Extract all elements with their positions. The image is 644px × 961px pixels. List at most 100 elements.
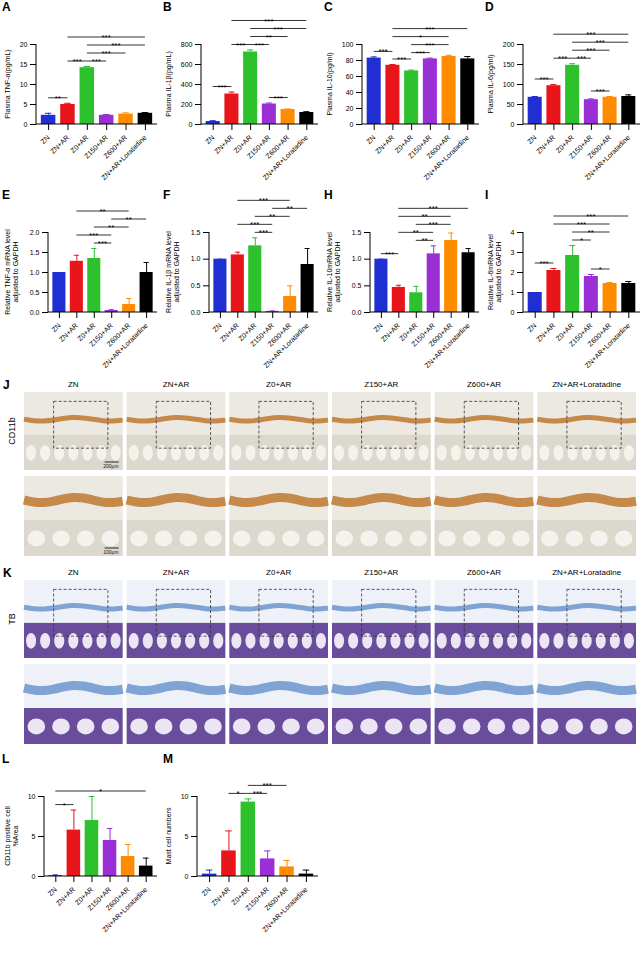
svg-text:0: 0 (511, 121, 515, 128)
svg-text:Plasma IL-10(pg/ml): Plasma IL-10(pg/ml) (326, 52, 334, 115)
svg-text:Z150+AR: Z150+AR (364, 568, 398, 577)
svg-text:***: *** (539, 259, 548, 268)
svg-text:**: ** (287, 204, 293, 213)
svg-text:*: * (63, 801, 66, 810)
svg-text:***: *** (102, 49, 111, 58)
svg-text:ZN: ZN (39, 134, 51, 146)
svg-text:ZN+AR: ZN+AR (535, 322, 556, 343)
svg-text:**: ** (413, 228, 419, 237)
svg-text:ZN+AR: ZN+AR (49, 134, 70, 155)
svg-text:***: *** (111, 41, 120, 50)
svg-text:*: * (580, 236, 583, 245)
svg-text:***: *** (250, 220, 259, 229)
svg-text:ZN+AR+Loratadine: ZN+AR+Loratadine (262, 322, 310, 370)
svg-text:Z0+AR: Z0+AR (266, 380, 291, 389)
svg-text:ZN: ZN (204, 134, 216, 146)
svg-text:0.0: 0.0 (352, 309, 362, 316)
svg-text:**: ** (421, 236, 427, 245)
svg-text:ZN: ZN (526, 134, 538, 146)
svg-text:ZN: ZN (200, 886, 212, 898)
svg-text:0.5: 0.5 (352, 282, 362, 289)
svg-text:*: * (599, 265, 602, 274)
svg-text:100μm: 100μm (103, 549, 118, 555)
svg-text:***: *** (596, 38, 605, 47)
svg-text:80: 80 (346, 57, 354, 64)
svg-text:40: 40 (346, 89, 354, 96)
svg-text:0: 0 (185, 873, 189, 880)
svg-text:**: ** (588, 228, 594, 237)
svg-text:Z600+AR: Z600+AR (467, 380, 501, 389)
svg-text:CD11b positive cell%Area: CD11b positive cell%Area (4, 806, 19, 866)
svg-text:ZN: ZN (372, 322, 384, 334)
svg-text:ZN+AR+Loratadine: ZN+AR+Loratadine (261, 134, 309, 182)
svg-text:ZN: ZN (365, 134, 377, 146)
svg-text:**: ** (269, 212, 275, 221)
svg-text:100: 100 (342, 41, 354, 48)
svg-text:200μm: 200μm (103, 463, 118, 469)
svg-text:ZN+AR+Loratadine: ZN+AR+Loratadine (101, 322, 149, 370)
svg-text:*: * (237, 789, 240, 798)
svg-text:*: * (419, 33, 422, 42)
svg-text:***: *** (259, 228, 268, 237)
svg-text:***: *** (416, 49, 425, 58)
svg-text:Relative IL-6mRNA leveladjuste: Relative IL-6mRNA leveladjusted to GAPDH (487, 234, 503, 310)
svg-text:***: *** (425, 41, 434, 50)
svg-text:ZN+AR+Loratadine: ZN+AR+Loratadine (101, 886, 149, 934)
svg-text:ZN+AR+Loratadine: ZN+AR+Loratadine (423, 322, 471, 370)
svg-text:200: 200 (181, 101, 193, 108)
svg-text:TB: TB (7, 613, 17, 625)
svg-text:***: *** (236, 41, 245, 50)
svg-text:**: ** (55, 94, 61, 103)
svg-text:**: ** (266, 33, 272, 42)
svg-text:15: 15 (20, 61, 28, 68)
svg-text:**: ** (126, 215, 132, 224)
svg-text:*: * (99, 787, 102, 796)
svg-text:400: 400 (181, 81, 193, 88)
svg-text:50: 50 (507, 101, 515, 108)
svg-text:1.0: 1.0 (30, 269, 40, 276)
svg-text:1.5: 1.5 (191, 229, 201, 236)
svg-text:J: J (3, 378, 10, 392)
svg-text:Relative IL-10mRNA leveladjust: Relative IL-10mRNA leveladjusted to GAPD… (326, 232, 342, 312)
svg-text:ZN+AR+Loratadine: ZN+AR+Loratadine (100, 134, 148, 182)
svg-text:0: 0 (511, 309, 515, 316)
svg-text:***: *** (255, 41, 264, 50)
svg-text:***: *** (98, 239, 107, 248)
svg-text:***: *** (577, 220, 586, 229)
svg-text:1.0: 1.0 (352, 255, 362, 262)
svg-text:ZN+AR: ZN+AR (163, 380, 190, 389)
svg-text:CD11b: CD11b (7, 417, 17, 444)
svg-text:1.5: 1.5 (30, 249, 40, 256)
svg-text:0.5: 0.5 (191, 282, 201, 289)
svg-text:***: *** (263, 781, 272, 790)
svg-text:***: *** (577, 54, 586, 63)
svg-text:Plasma TNF-α(pg/mL): Plasma TNF-α(pg/mL) (4, 49, 12, 118)
svg-text:0.0: 0.0 (191, 309, 201, 316)
svg-text:100: 100 (503, 81, 515, 88)
svg-text:***: *** (596, 87, 605, 96)
svg-text:150: 150 (503, 61, 515, 68)
svg-text:5: 5 (24, 101, 28, 108)
svg-text:ZN+AR+Loratadine: ZN+AR+Loratadine (583, 134, 631, 182)
svg-text:1.5: 1.5 (352, 229, 362, 236)
svg-text:2.0: 2.0 (30, 229, 40, 236)
svg-text:200: 200 (503, 41, 515, 48)
svg-text:ZN+AR: ZN+AR (219, 322, 240, 343)
svg-text:0.5: 0.5 (30, 289, 40, 296)
svg-text:ZN+AR: ZN+AR (210, 886, 231, 907)
svg-text:ZN: ZN (526, 322, 538, 334)
svg-text:***: *** (253, 789, 262, 798)
svg-text:0: 0 (350, 121, 354, 128)
svg-text:Relative TNF-α mRNA leveladjus: Relative TNF-α mRNA leveladjusted to GAP… (4, 229, 20, 315)
svg-text:***: *** (385, 250, 394, 259)
svg-text:**: ** (421, 212, 427, 221)
svg-text:***: *** (397, 55, 406, 64)
svg-text:Mast cell numbers: Mast cell numbers (165, 807, 172, 864)
svg-text:ZN: ZN (211, 322, 223, 334)
svg-text:20: 20 (20, 41, 28, 48)
svg-text:5: 5 (32, 833, 36, 840)
svg-text:1: 1 (511, 289, 515, 296)
svg-text:10: 10 (20, 81, 28, 88)
svg-text:ZN: ZN (50, 322, 62, 334)
svg-text:Z0+AR: Z0+AR (266, 568, 291, 577)
